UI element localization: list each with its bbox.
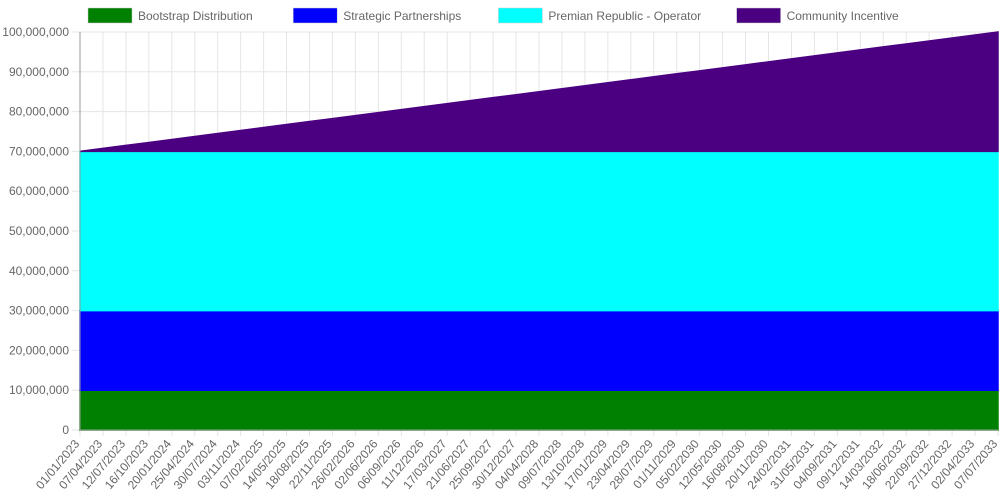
y-tick-label: 20,000,000 [9,343,69,357]
area-premian-republic-operator [79,150,999,312]
legend-swatch-premian-republic-operator [498,7,543,24]
y-tick-label: 0 [62,423,69,437]
axes: 0 10,000,000 20,000,000 30,000,000 40,000,00… [2,25,1000,492]
legend-label-premian-republic-operator: Premian Republic - Operator [548,9,701,23]
y-tick-label: 40,000,000 [9,264,69,278]
legend: Bootstrap Distribution Strategic Partners… [87,7,899,24]
y-tick-label: 70,000,000 [9,144,69,158]
y-tick-label: 10,000,000 [9,383,69,397]
area-strategic-partnerships [79,309,999,391]
y-tick-label: 90,000,000 [9,65,69,79]
y-tick-label: 60,000,000 [9,184,69,198]
legend-swatch-strategic-partnerships [292,7,338,24]
legend-label-community-incentive: Community Incentive [787,9,899,23]
legend-label-strategic-partnerships: Strategic Partnerships [343,9,461,23]
y-tick-label: 50,000,000 [9,224,69,238]
legend-swatch-community-incentive [736,7,781,24]
legend-label-bootstrap-distribution: Bootstrap Distribution [138,9,253,23]
area-community-incentive [79,31,999,153]
y-tick-label: 30,000,000 [9,304,69,318]
y-tick-label: 100,000,000 [2,25,69,39]
legend-swatch-bootstrap-distribution [87,7,133,24]
y-tick-label: 80,000,000 [9,105,69,119]
plot-areas [79,31,999,431]
area-bootstrap-distribution [79,389,999,431]
